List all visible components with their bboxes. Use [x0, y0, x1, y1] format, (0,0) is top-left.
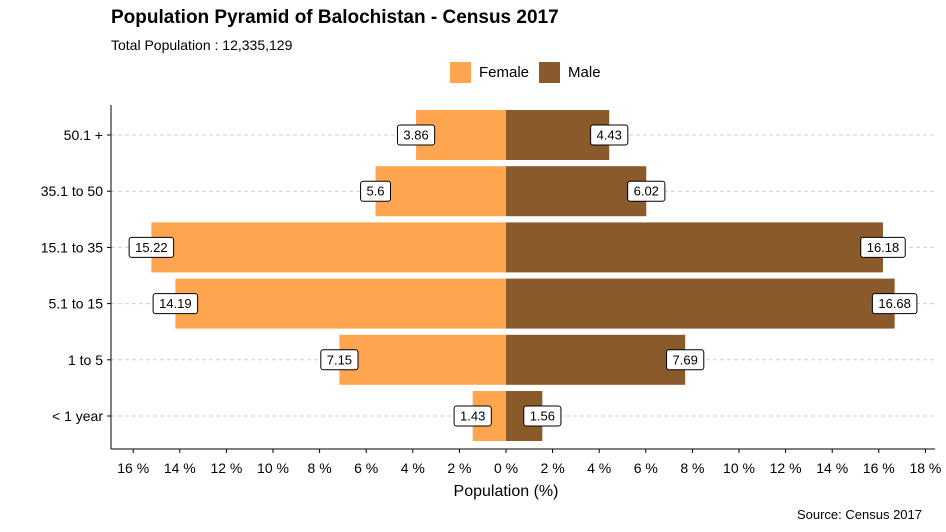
data-label-male: 6.02: [627, 180, 666, 202]
data-label-male-box: [860, 236, 906, 258]
y-tick-label: 5.1 to 15: [49, 296, 104, 312]
data-label-female: 14.19: [152, 293, 199, 315]
x-tick-label: 8 %: [680, 460, 704, 476]
x-tick-label: 4 %: [401, 460, 425, 476]
x-tick-label: 6 %: [634, 460, 658, 476]
legend-label-female: Female: [479, 64, 530, 81]
bar-male: [506, 278, 895, 329]
bar-male: [506, 334, 686, 385]
x-tick-label: 4 %: [587, 460, 611, 476]
bar-female: [339, 334, 506, 385]
legend-swatch-female: [450, 62, 471, 83]
y-tick-label: < 1 year: [52, 408, 103, 424]
data-label-female-box: [396, 124, 436, 146]
bar-female: [375, 166, 506, 217]
legend-label-male: Male: [568, 64, 601, 81]
x-axis-title: Population (%): [454, 483, 559, 500]
data-label-female: 1.43: [453, 405, 492, 427]
data-label-male: 1.56: [523, 405, 562, 427]
x-tick-label: 2 %: [447, 460, 471, 476]
bar-female: [151, 222, 506, 273]
data-label-female-text: 14.19: [159, 296, 192, 311]
x-tick-label: 0 %: [494, 460, 518, 476]
x-tick-label: 2 %: [541, 460, 565, 476]
data-label-female-box: [128, 236, 175, 258]
y-tick-label: 50.1 +: [64, 127, 103, 143]
x-tick-label: 6 %: [354, 460, 378, 476]
y-tick-label: 35.1 to 50: [41, 183, 103, 199]
chart-subtitle: Total Population : 12,335,129: [111, 37, 293, 53]
data-label-male-text: 16.68: [878, 296, 911, 311]
data-label-male: 16.68: [871, 293, 918, 315]
legend: Female Male: [450, 62, 611, 83]
bar-male: [506, 166, 647, 217]
y-tick-label: 1 to 5: [68, 352, 103, 368]
data-label-female-box: [320, 349, 359, 371]
bar-male: [506, 222, 883, 273]
x-tick-label: 10 %: [257, 460, 289, 476]
data-label-male-text: 1.56: [530, 409, 555, 424]
x-tick-label: 10 %: [723, 460, 755, 476]
data-label-male-text: 16.18: [867, 240, 900, 255]
data-label-female-text: 5.6: [366, 184, 384, 199]
x-tick-label: 12 %: [210, 460, 242, 476]
data-label-male-box: [666, 349, 705, 371]
x-tick-label: 18 %: [909, 460, 941, 476]
x-tick-label: 12 %: [770, 460, 802, 476]
data-label-female: 5.6: [360, 180, 391, 202]
data-label-male-box: [523, 405, 562, 427]
data-label-female: 3.86: [396, 124, 436, 146]
chart-caption: Source: Census 2017: [796, 507, 922, 522]
data-label-male-box: [627, 180, 666, 202]
x-tick-label: 14 %: [816, 460, 848, 476]
data-label-male-box: [871, 293, 918, 315]
legend-item-male: Male: [539, 62, 601, 83]
legend-swatch-male: [539, 62, 561, 83]
legend-item-female: Female: [450, 62, 529, 83]
data-label-male-text: 6.02: [634, 184, 659, 199]
data-label-female-text: 3.86: [403, 128, 428, 143]
data-label-female-text: 15.22: [135, 240, 168, 255]
data-label-male: 7.69: [666, 349, 705, 371]
chart-title: Population Pyramid of Balochistan - Cens…: [111, 7, 559, 28]
data-label-female-text: 7.15: [327, 352, 352, 367]
data-label-male: 16.18: [860, 236, 906, 258]
bar-female: [175, 278, 507, 329]
data-label-female-box: [152, 293, 199, 315]
x-tick-label: 8 %: [308, 460, 332, 476]
x-tick-label: 14 %: [164, 460, 196, 476]
data-label-female-text: 1.43: [460, 409, 485, 424]
data-label-male-text: 4.43: [597, 128, 622, 143]
data-label-female: 15.22: [128, 236, 175, 258]
x-tick-label: 16 %: [863, 460, 895, 476]
data-label-female-box: [453, 405, 492, 427]
x-tick-label: 16 %: [117, 460, 149, 476]
data-label-female: 7.15: [320, 349, 359, 371]
y-tick-label: 15.1 to 35: [41, 239, 103, 255]
data-label-female-box: [360, 180, 391, 202]
data-label-male: 4.43: [590, 124, 629, 146]
data-label-male-box: [590, 124, 629, 146]
data-label-male-text: 7.69: [673, 352, 698, 367]
